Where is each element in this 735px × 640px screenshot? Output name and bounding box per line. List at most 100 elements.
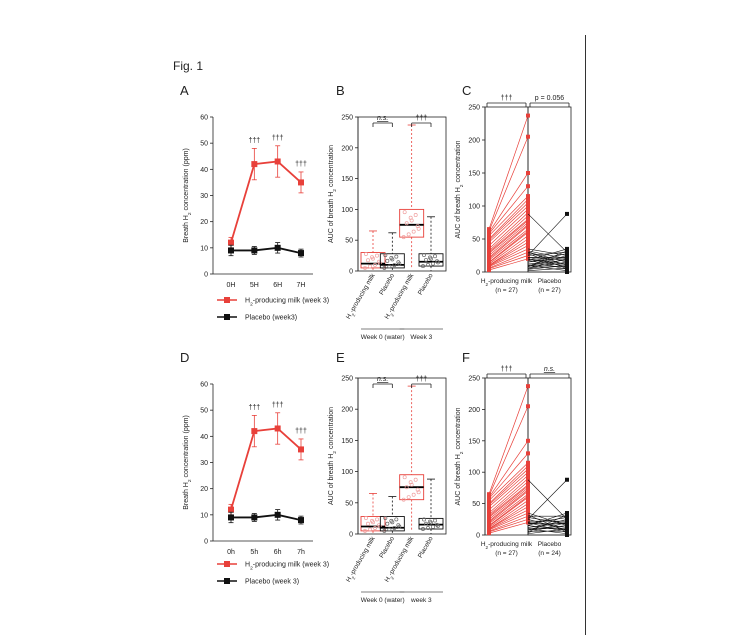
- panel-C-pair-line: [527, 265, 568, 268]
- panel-F-pair-line: [488, 485, 529, 518]
- panel-E-data-dot: [368, 527, 372, 532]
- panel-B-box: [379, 253, 405, 269]
- panel-F-pair-line: [527, 519, 568, 531]
- panel-F-pair-line: [488, 493, 529, 524]
- panel-C-pair-line: [488, 185, 529, 234]
- panel-D-y-tick-label: 10: [200, 512, 208, 519]
- panel-A-data-point: [274, 158, 281, 165]
- panel-B-data-dot: [431, 261, 435, 266]
- panel-F-data-point: [526, 482, 530, 487]
- panel-C-pair-line: [488, 230, 529, 263]
- panel-E-data-dot: [431, 524, 435, 529]
- panel-D-data-point: [228, 514, 234, 521]
- panel-F-pair-line: [488, 406, 529, 497]
- panel-B-data-dot: [413, 212, 418, 217]
- panel-B-data-dot: [383, 253, 388, 258]
- panel-C-pair-line: [488, 225, 529, 260]
- panel-C-comparison-label: p = 0.056: [535, 95, 564, 102]
- panel-F-pair-line: [488, 503, 529, 530]
- panel-B-data-dot: [416, 226, 421, 231]
- panel-F-letter: F: [462, 350, 470, 365]
- panel-B-data-dot: [390, 257, 395, 262]
- panel-E-data-dot: [364, 516, 368, 520]
- panel-A-x-tick-label: 7H: [297, 282, 306, 289]
- panel-F-pair-line: [488, 490, 529, 523]
- panel-A-data-point: [298, 250, 304, 257]
- panel-C-data-point: [526, 207, 530, 212]
- panel-C-pair-line: [527, 255, 568, 268]
- panel-F-pair-line: [488, 475, 529, 511]
- panel-D-data-point: [274, 425, 281, 432]
- panel-E-data-dot: [411, 492, 416, 497]
- panel-C-pair-line: [488, 255, 529, 270]
- panel-C-pair-line: [488, 228, 529, 261]
- panel-B-data-dot: [436, 260, 440, 265]
- panel-F-comparison-label: n.s.: [544, 366, 555, 373]
- panel-F-pair-line: [488, 509, 529, 530]
- panel-A-y-tick-label: 60: [200, 115, 208, 122]
- panel-F-data-point: [526, 470, 530, 475]
- panel-F-pair-line: [488, 518, 529, 533]
- panel-F-data-point: [526, 504, 530, 509]
- panel-B-y-tick-label: 100: [341, 207, 353, 214]
- panel-C-pair-line: [527, 213, 568, 253]
- figure-label: Fig. 1: [173, 59, 203, 73]
- panel-F-comparison-label: †††: [501, 366, 513, 373]
- panel-C-pair-line: [527, 259, 568, 270]
- panel-C-pair-line: [488, 195, 529, 236]
- panel-C-y-tick-label: 100: [468, 204, 480, 211]
- panel-F-data-point: [565, 511, 569, 516]
- panel-B-data-dot: [421, 264, 425, 269]
- panel-A-legend-label: H2-producing milk (week 3): [245, 298, 329, 308]
- panel-C-pair-line: [527, 267, 568, 271]
- panel-C-pair-line: [527, 259, 568, 265]
- panel-F-y-tick-label: 250: [468, 376, 480, 383]
- panel-D-significance: †††: [248, 404, 260, 411]
- panel-A-y-tick-label: 40: [200, 167, 208, 174]
- panel-C-data-point: [526, 171, 530, 175]
- panel-C-pair-line: [488, 209, 529, 246]
- panel-F-data-point: [526, 467, 530, 472]
- panel-F-y-tick-label: 50: [472, 501, 480, 508]
- panel-E-letter: E: [336, 350, 345, 365]
- panel-E-data-dot: [373, 526, 377, 530]
- panel-F-data-point: [526, 507, 530, 512]
- panel-C-pair-line: [527, 248, 568, 261]
- panel-E-data-dot: [409, 482, 414, 487]
- panel-C-data-point: [526, 210, 530, 215]
- panel-C-pair-line: [488, 251, 529, 269]
- panel-F-data-point: [526, 438, 530, 443]
- panel-C-pair-line: [488, 238, 529, 266]
- panel-C-pair-line: [488, 172, 529, 233]
- panel-D-significance: †††: [295, 428, 307, 435]
- panel-C-pair-line: [527, 248, 568, 256]
- panel-E-data-dot: [435, 522, 439, 527]
- panel-E-data-dot: [404, 485, 409, 490]
- panel-A-y-tick-label: 50: [200, 141, 208, 148]
- panel-C-pair-line: [488, 115, 529, 230]
- panel-F-data-point: [526, 384, 530, 389]
- panel-F-data-point: [526, 492, 530, 497]
- panel-E-box: [379, 516, 405, 532]
- panel-F-pair-line: [527, 514, 568, 533]
- panel-C-pair-line: [488, 205, 529, 243]
- panel-E-data-dot: [401, 497, 406, 502]
- panel-F-y-tick-label: 150: [468, 438, 480, 445]
- panel-E-data-dot: [390, 520, 395, 525]
- panel-D-series-line: [230, 427, 302, 510]
- panel-D-x-tick-label: 0h: [227, 549, 235, 556]
- panel-D-y-tick-label: 60: [200, 382, 208, 389]
- panel-B-data-dot: [402, 210, 407, 215]
- panel-F-pair-line: [488, 512, 529, 531]
- panel-D-legend-marker: [224, 561, 230, 567]
- panel-B-frame: [357, 116, 447, 272]
- panel-F-data-point: [487, 511, 491, 516]
- panel-F-data-point: [565, 477, 569, 482]
- panel-B-y-tick-label: 0: [349, 269, 353, 276]
- panel-E-data-dot: [424, 521, 428, 526]
- panel-E-x-tick-label: Placebo: [417, 535, 435, 559]
- panel-A-y-tick-label: 20: [200, 219, 208, 226]
- panel-B-data-dot: [429, 256, 433, 261]
- panel-F-pair-line: [527, 479, 568, 520]
- panel-E-data-dot: [392, 526, 397, 530]
